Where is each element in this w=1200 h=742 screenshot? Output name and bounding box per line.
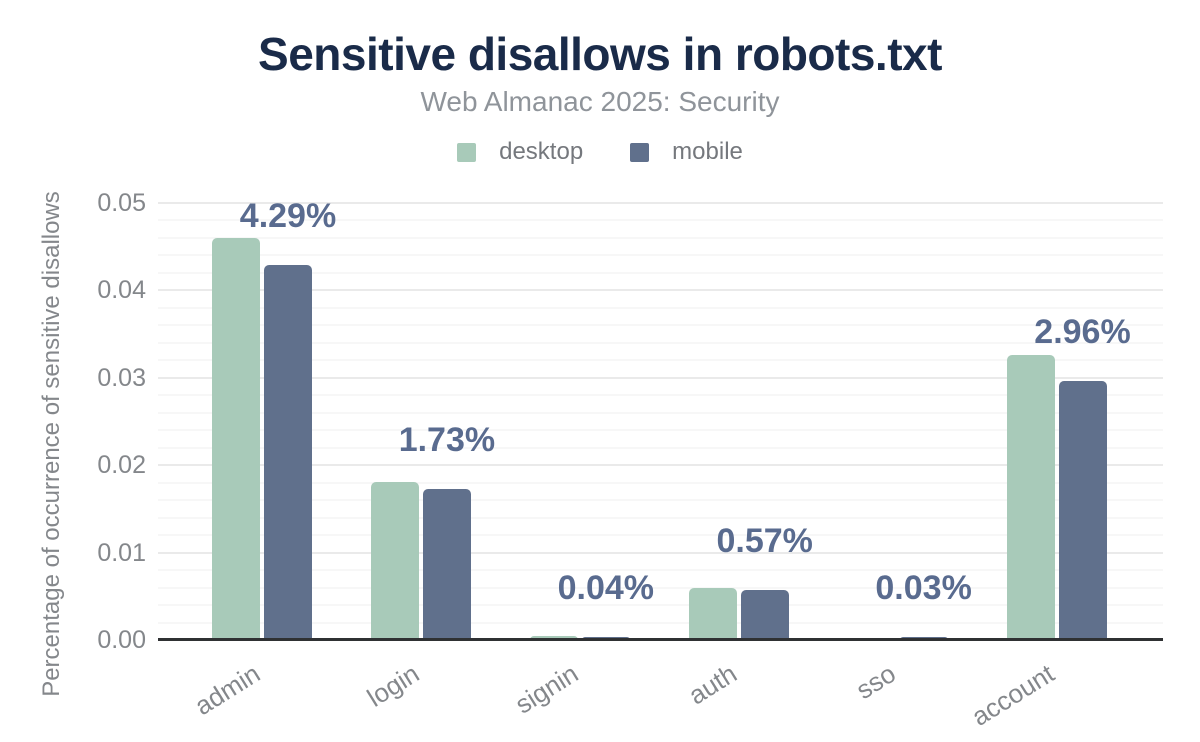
legend-item-desktop[interactable]: desktop (457, 140, 583, 164)
bar-mobile-account[interactable] (1058, 381, 1107, 640)
grid-line-minor (158, 359, 1163, 362)
grid-line-minor (158, 324, 1163, 327)
data-label-sso: 0.03% (875, 569, 972, 608)
grid-line-minor (158, 394, 1163, 397)
y-tick-label-0.02: 0.02 (97, 451, 146, 480)
grid-line-major (158, 202, 1163, 204)
legend: desktop mobile (0, 140, 1200, 164)
legend-item-mobile[interactable]: mobile (630, 140, 743, 164)
grid-line-major (158, 289, 1163, 292)
grid-line-minor (158, 516, 1163, 519)
bar-desktop-signin[interactable] (529, 635, 578, 640)
bar-desktop-login[interactable] (370, 481, 419, 640)
grid-line-minor (158, 411, 1163, 414)
grid-line-minor (158, 306, 1163, 309)
grid-line-minor (158, 254, 1163, 257)
chart-title: Sensitive disallows in robots.txt (258, 28, 942, 80)
legend-swatch-mobile (630, 142, 650, 162)
x-axis-label-sso: sso (850, 658, 901, 706)
grid-line-minor (158, 236, 1163, 239)
bar-mobile-login[interactable] (422, 488, 471, 640)
y-axis-title: Percentage of occurrence of sensitive di… (38, 191, 65, 697)
data-label-login: 1.73% (398, 420, 496, 459)
data-label-auth: 0.57% (716, 522, 813, 561)
y-tick-label-0.05: 0.05 (97, 189, 146, 217)
x-axis-label-admin: admin (189, 658, 266, 722)
bar-mobile-admin[interactable] (264, 265, 312, 640)
grid-line-minor (158, 341, 1163, 344)
legend-swatch-desktop (457, 142, 477, 162)
grid-line-minor (158, 219, 1163, 222)
y-tick-label-0.03: 0.03 (97, 363, 146, 392)
grid-line-minor (158, 586, 1163, 589)
bar-mobile-auth[interactable] (740, 590, 789, 640)
grid-line-minor (158, 569, 1163, 572)
grid-line-minor (158, 534, 1163, 537)
y-tick-label-0.00: 0.00 (97, 626, 146, 654)
y-tick-label-0.01: 0.01 (97, 538, 146, 567)
chart-subtitle: Web Almanac 2025: Security (420, 86, 780, 117)
legend-label-desktop: desktop (499, 138, 584, 165)
bar-desktop-admin[interactable] (212, 237, 260, 640)
grid-line-minor (158, 481, 1163, 484)
x-axis-label-login: login (361, 658, 425, 713)
data-label-admin: 4.29% (239, 197, 337, 236)
y-tick-label-0.04: 0.04 (97, 276, 146, 305)
x-axis-line (158, 638, 1163, 641)
grid-line-minor (158, 621, 1163, 624)
grid-line-major (158, 376, 1163, 379)
bar-desktop-auth[interactable] (688, 588, 737, 640)
grid-line-minor (158, 429, 1163, 432)
grid-line-minor (158, 499, 1163, 502)
grid-line-major (158, 464, 1163, 467)
x-axis-label-signin: signin (509, 658, 584, 720)
grid-line-major (158, 551, 1163, 554)
x-axis-label-auth: auth (683, 658, 743, 711)
bar-desktop-account[interactable] (1006, 355, 1055, 640)
data-label-account: 2.96% (1034, 313, 1131, 352)
grid-line-minor (158, 271, 1163, 274)
grid-line-minor (158, 604, 1163, 607)
legend-label-mobile: mobile (672, 138, 743, 165)
grid-line-minor (158, 446, 1163, 449)
x-axis-label-account: account (966, 658, 1060, 732)
data-label-signin: 0.04% (557, 568, 654, 607)
